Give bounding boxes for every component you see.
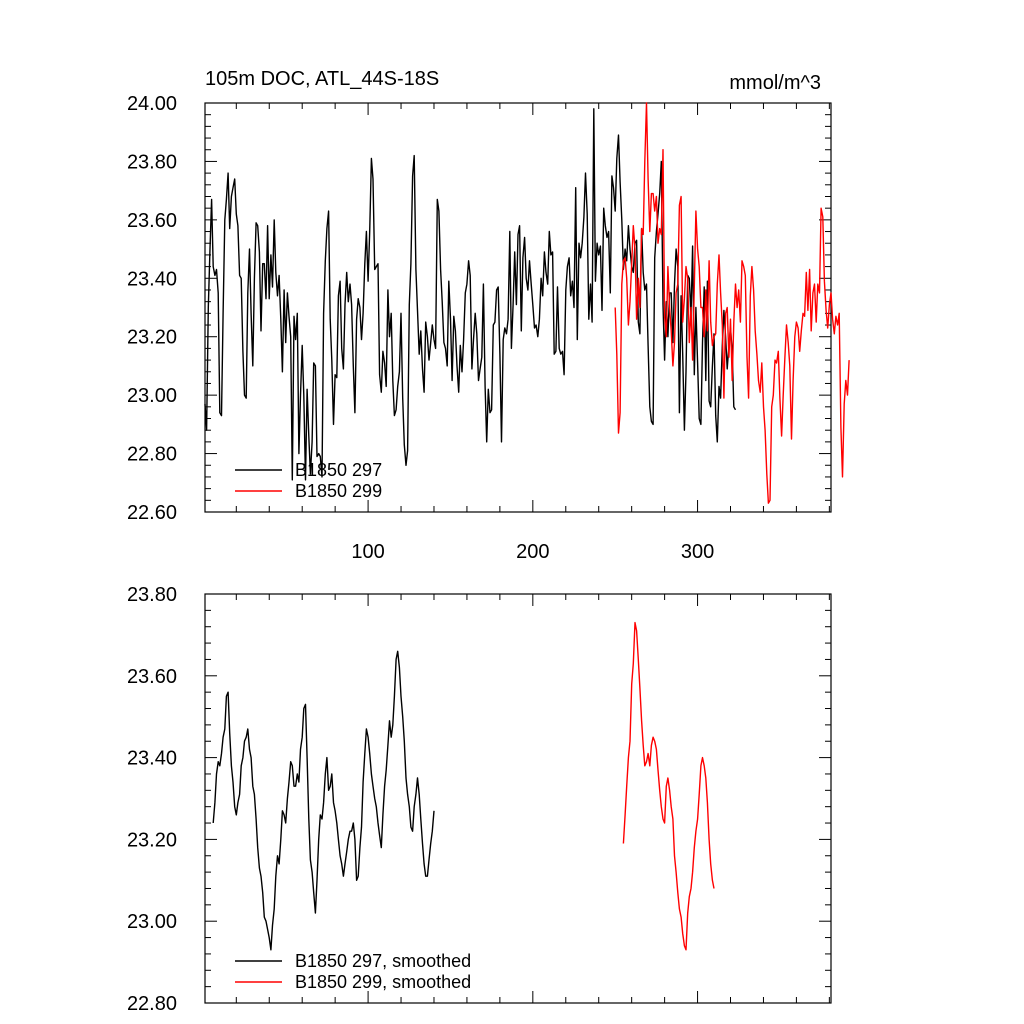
units-label: mmol/m^3 xyxy=(729,72,821,94)
series-line-1 xyxy=(204,108,737,481)
y-tick-label: 23.40 xyxy=(127,748,177,770)
y-tick-label: 23.60 xyxy=(127,210,177,232)
y-tick-label: 23.80 xyxy=(127,151,177,173)
series-line-1 xyxy=(212,650,435,951)
chart-panel-2 xyxy=(204,593,832,1004)
y-tick-label: 23.20 xyxy=(127,327,177,349)
y-tick-label: 23.00 xyxy=(127,911,177,933)
y-tick-label: 24.00 xyxy=(127,93,177,115)
legend-label: B1850 297 xyxy=(295,460,382,480)
legend-label: B1850 297, smoothed xyxy=(295,951,471,971)
y-tick-label: 23.60 xyxy=(127,666,177,688)
y-tick-label: 22.80 xyxy=(127,993,177,1015)
y-tick-label: 22.60 xyxy=(127,502,177,524)
y-tick-label: 23.20 xyxy=(127,829,177,851)
legend-label: B1850 299, smoothed xyxy=(295,972,471,992)
chart-panel-1 xyxy=(204,102,850,513)
x-tick-label: 200 xyxy=(516,541,549,563)
y-tick-label: 23.40 xyxy=(127,268,177,290)
y-tick-label: 22.80 xyxy=(127,444,177,466)
plot-frame xyxy=(204,593,832,1004)
plot-frame xyxy=(204,102,832,513)
x-tick-label: 100 xyxy=(351,541,384,563)
legend-label: B1850 299 xyxy=(295,481,382,501)
series-line-2 xyxy=(614,102,850,504)
y-tick-label: 23.80 xyxy=(127,584,177,606)
chart-title: 105m DOC, ATL_44S-18S xyxy=(205,68,439,90)
y-tick-label: 23.00 xyxy=(127,385,177,407)
series-line-2 xyxy=(622,621,715,951)
x-tick-label: 300 xyxy=(681,541,714,563)
